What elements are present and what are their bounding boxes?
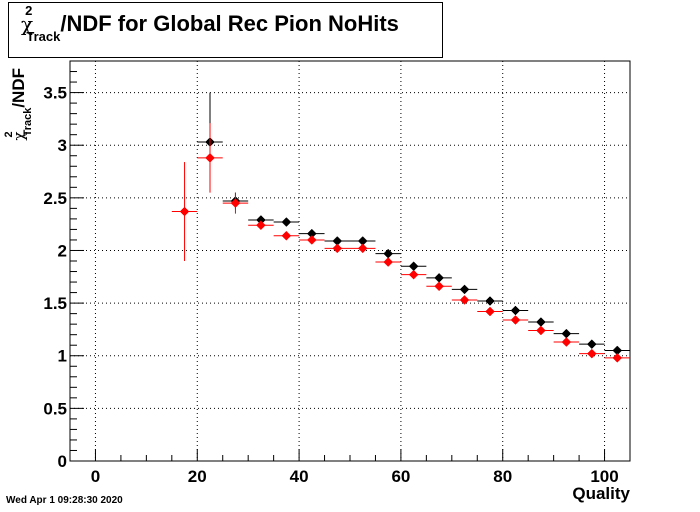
data-point-marker [561,328,572,339]
data-point-marker [408,269,419,280]
data-point-marker [230,198,241,208]
chart-title-box: χ2 Track/NDF for Global Rec Pion NoHits [8,2,443,58]
data-point-marker [306,235,317,245]
chart-title: χ2 Track/NDF for Global Rec Pion NoHits [21,3,413,44]
data-point-marker [510,305,521,316]
x-tick-label: 40 [290,467,309,486]
data-point-marker [485,296,495,306]
data-point-marker [459,295,470,305]
x-tick-label: 20 [188,467,207,486]
data-point-marker [612,352,623,363]
data-point-marker [586,339,597,350]
data-point-marker [561,337,572,347]
y-tick-label: 2 [58,241,67,260]
data-point-marker [383,257,394,267]
x-tick-label: 0 [91,467,100,486]
data-point-marker [281,217,292,227]
data-point-marker [205,152,215,163]
data-point-marker [179,206,190,217]
title-sub: Track [26,29,61,44]
data-point-marker [586,348,597,359]
x-tick-label: 60 [391,467,410,486]
ylabel-rest: /NDF [9,68,28,108]
ylabel-sub: Track [22,107,34,137]
y-axis-label: χ2 Track/NDF [3,57,39,177]
data-point-marker [408,261,419,272]
y-tick-label: 2.5 [43,189,67,208]
y-tick-label: 1.5 [43,294,67,313]
title-sup: 2 [25,3,33,18]
y-tick-label: 1 [58,347,67,366]
ylabel-sup: 2 [3,131,15,138]
data-point-marker [332,243,343,254]
plot-frame [69,60,631,462]
title-rest: /NDF for Global Rec Pion NoHits [60,11,399,36]
data-point-marker [434,281,444,292]
timestamp-footer: Wed Apr 1 09:28:30 2020 [6,495,123,506]
data-point-marker [281,230,292,241]
y-tick-label: 0.5 [43,399,67,418]
y-tick-label: 3.5 [43,84,67,103]
data-point-marker [459,284,470,295]
y-tick-label: 0 [58,452,67,471]
data-point-marker [434,272,444,283]
data-point-marker [485,306,495,317]
x-axis-label: Quality [572,484,630,503]
y-axis-label-wrap: χ2 Track/NDF [3,57,44,180]
y-tick-label: 3 [58,136,67,155]
data-point-marker [383,248,394,259]
data-point-marker [256,220,266,231]
title-chi: χ [21,12,34,36]
data-point-marker [536,317,546,327]
x-tick-label: 80 [493,467,512,486]
x-tick-label: 100 [590,467,618,486]
data-point-marker [536,325,546,336]
data-point-marker [510,315,521,325]
data-point-marker [357,243,368,254]
